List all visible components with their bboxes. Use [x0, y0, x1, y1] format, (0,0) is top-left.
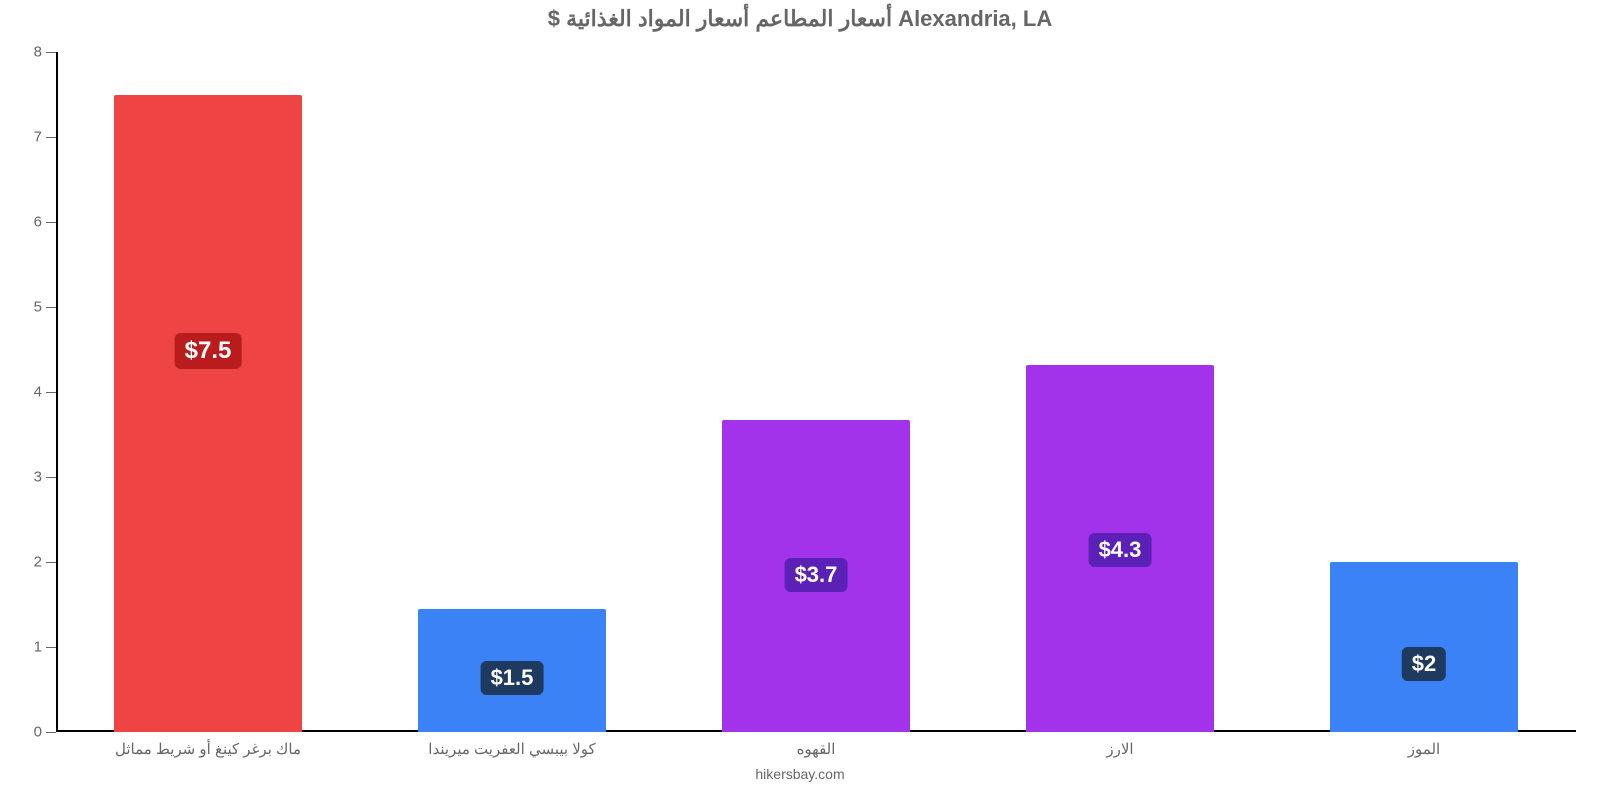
bar: $3.7: [722, 420, 910, 732]
chart-container: $ أسعار المطاعم أسعار المواد الغذائية Al…: [0, 0, 1600, 800]
plot-area: 012345678$7.5ماك برغر كينغ أو شريط مماثل…: [56, 52, 1576, 732]
bar: $1.5: [418, 609, 606, 732]
y-tick: [46, 732, 56, 733]
y-tick-label: 4: [34, 384, 42, 401]
bar: $7.5: [114, 95, 302, 733]
y-tick: [46, 137, 56, 138]
y-tick: [46, 562, 56, 563]
y-tick: [46, 307, 56, 308]
y-tick: [46, 222, 56, 223]
y-tick: [46, 392, 56, 393]
y-tick-label: 7: [34, 129, 42, 146]
y-tick-label: 8: [34, 44, 42, 61]
y-axis-line: [56, 52, 58, 732]
bar-value-label: $3.7: [785, 558, 848, 592]
y-tick-label: 3: [34, 469, 42, 486]
bar-value-label: $4.3: [1089, 533, 1152, 567]
bar-category-label: الموز: [1408, 740, 1440, 758]
bar: $4.3: [1026, 365, 1214, 732]
chart-source: hikersbay.com: [0, 766, 1600, 782]
bar-category-label: الارز: [1106, 740, 1133, 758]
bar-value-label: $1.5: [481, 661, 544, 695]
bar-category-label: ماك برغر كينغ أو شريط مماثل: [115, 740, 301, 758]
y-tick: [46, 477, 56, 478]
bar-category-label: القهوه: [797, 740, 836, 758]
y-tick-label: 0: [34, 724, 42, 741]
bar: $2: [1330, 562, 1518, 732]
y-tick: [46, 647, 56, 648]
bar-value-label: $2: [1402, 647, 1446, 681]
y-tick: [46, 52, 56, 53]
y-tick-label: 6: [34, 214, 42, 231]
y-tick-label: 2: [34, 554, 42, 571]
y-tick-label: 5: [34, 299, 42, 316]
y-tick-label: 1: [34, 639, 42, 656]
chart-title: $ أسعار المطاعم أسعار المواد الغذائية Al…: [0, 6, 1600, 32]
bar-value-label: $7.5: [175, 333, 242, 369]
bar-category-label: كولا بيبسي العفريت ميريندا: [428, 740, 595, 758]
